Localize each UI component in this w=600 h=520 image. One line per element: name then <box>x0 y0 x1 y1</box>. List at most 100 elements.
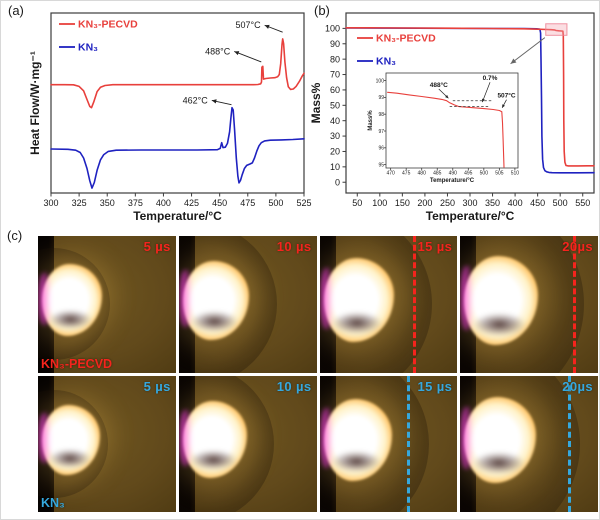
series-line <box>387 91 505 168</box>
x-tick-label: 150 <box>395 198 410 208</box>
annotation-text: 488°C <box>205 46 231 56</box>
magenta-fringe-glow <box>461 266 474 331</box>
y-tick-label: 50 <box>330 100 340 110</box>
x-tick-label: 550 <box>575 198 590 208</box>
x-tick-label: 475 <box>240 198 255 208</box>
y-axis: 95 96 97 98 99 100 Mass% <box>368 78 386 168</box>
y-axis-label: Mass% <box>309 82 323 123</box>
x-tick-label: 450 <box>530 198 545 208</box>
y-axis-label: Heat Flow/W·mg⁻¹ <box>28 51 42 155</box>
panel-a-label: (a) <box>8 3 24 18</box>
arrowhead <box>445 94 449 99</box>
x-tick-label: 480 <box>418 171 427 177</box>
dsc-group: 300 325 350 375 400 425 450 475 500 525 Temperatur… <box>28 12 312 223</box>
time-label: 20µs <box>562 239 593 254</box>
soot-patch <box>331 451 381 473</box>
time-label: 5 µs <box>143 378 171 394</box>
x-tick-label: 485 <box>433 171 442 177</box>
y-tick-label: 40 <box>330 116 340 126</box>
x-tick-label: 50 <box>352 198 362 208</box>
x-tick-label: 470 <box>386 171 395 177</box>
plot-frame <box>385 72 519 169</box>
x-tick-label: 300 <box>462 198 477 208</box>
legend: KN₃-PECVD KN₃ <box>59 19 138 54</box>
arrowhead <box>264 24 270 29</box>
y-tick-label: 80 <box>330 54 340 64</box>
legend-label: KN₃ <box>376 56 396 68</box>
combustion-frame: 15 µs <box>319 375 458 512</box>
annotations: 507°C 488°C 462°C <box>183 20 283 105</box>
time-label: 10 µs <box>276 239 312 254</box>
y-tick-label: 60 <box>330 85 340 95</box>
plasma-flash <box>461 396 537 483</box>
sample-label: KN₃-PECVD <box>41 356 113 371</box>
combustion-frame: 10 µs <box>178 375 317 512</box>
plasma-flash <box>320 398 392 481</box>
annotations: 488°C 0.7% 507°C <box>430 75 516 108</box>
y-tick-label: 95 <box>378 162 384 168</box>
x-tick-label: 525 <box>296 198 311 208</box>
soot-patch <box>48 449 91 468</box>
magenta-fringe-glow <box>320 408 333 468</box>
x-tick-label: 325 <box>72 198 87 208</box>
y-tick-label: 10 <box>330 162 340 172</box>
y-axis-label: Mass% <box>368 110 374 131</box>
x-axis-label: Temperature/°C <box>426 209 515 223</box>
soot-patch <box>49 310 93 329</box>
x-axis-label: Temperature/°C <box>430 178 475 184</box>
legend: KN₃-PECVD KN₃ <box>357 33 436 68</box>
y-tick-label: 30 <box>330 131 340 141</box>
magenta-fringe-glow <box>461 406 474 469</box>
annotation-line <box>481 82 491 103</box>
x-tick-label: 400 <box>508 198 523 208</box>
x-tick-label: 200 <box>417 198 432 208</box>
x-tick-label: 450 <box>212 198 227 208</box>
x-axis-label: Temperature/°C <box>133 209 222 223</box>
soot-patch <box>190 311 239 332</box>
highlight-box <box>545 23 568 36</box>
y-tick-label: 97 <box>378 129 384 135</box>
series-line <box>345 26 595 167</box>
plasma-flash <box>461 255 539 345</box>
annotation-line <box>234 51 262 63</box>
combustion-frame: 5 µs KN₃ <box>38 375 176 512</box>
combustion-photo-grid: 5 µs KN₃-PECVD 10 µs 15 µs 20µs 5 µs KN₃ 10 µs 1… <box>38 236 598 512</box>
magenta-fringe-glow <box>179 270 192 327</box>
tga-chart: 50 100 150 200 250 300 350 400 450 500 550Temperat… <box>309 12 595 223</box>
plasma-flash <box>39 404 100 475</box>
x-tick-label: 100 <box>372 198 387 208</box>
y-tick-label: 90 <box>330 39 340 49</box>
series-line <box>50 106 305 189</box>
plasma-flash <box>179 260 249 340</box>
x-tick-label: 500 <box>480 171 489 177</box>
annotation-text: 507°C <box>497 92 515 100</box>
combustion-frame: 10 µs <box>178 236 317 373</box>
y-tick-label: 99 <box>378 95 384 101</box>
tga-inset-group: 470 475 480 485 490 495 500 505 510 Temperature/°… <box>367 66 523 184</box>
y-tick-label: 96 <box>378 146 384 152</box>
series-line <box>50 38 305 109</box>
x-tick-label: 510 <box>511 171 520 177</box>
y-tick-label: 70 <box>330 70 340 80</box>
soot-patch <box>331 311 383 334</box>
combustion-frame: 5 µs KN₃-PECVD <box>38 236 176 373</box>
annotation-text: 0.7% <box>483 75 498 82</box>
time-label: 20µs <box>562 378 593 394</box>
x-tick-label: 375 <box>128 198 143 208</box>
plasma-flash <box>179 401 247 479</box>
annotation-text: 462°C <box>183 95 209 105</box>
x-tick-label: 350 <box>485 198 500 208</box>
x-tick-label: 505 <box>495 171 504 177</box>
x-tick-label: 500 <box>553 198 568 208</box>
x-axis: 300 325 350 375 400 425 450 475 500 525 Temperatur… <box>43 193 312 223</box>
x-axis: 50 100 150 200 250 300 350 400 450 500 550 Temperat… <box>352 193 590 223</box>
wavefront-marker-line <box>568 375 572 512</box>
wavefront-marker-line <box>573 236 577 373</box>
y-tick-label: 20 <box>330 147 340 157</box>
panel-b-label: (b) <box>314 3 330 18</box>
sample-label: KN₃ <box>41 496 65 510</box>
arrowhead <box>234 51 240 56</box>
time-label: 15 µs <box>417 378 453 394</box>
y-tick-label: 98 <box>378 112 384 118</box>
magenta-fringe-glow <box>39 413 51 464</box>
